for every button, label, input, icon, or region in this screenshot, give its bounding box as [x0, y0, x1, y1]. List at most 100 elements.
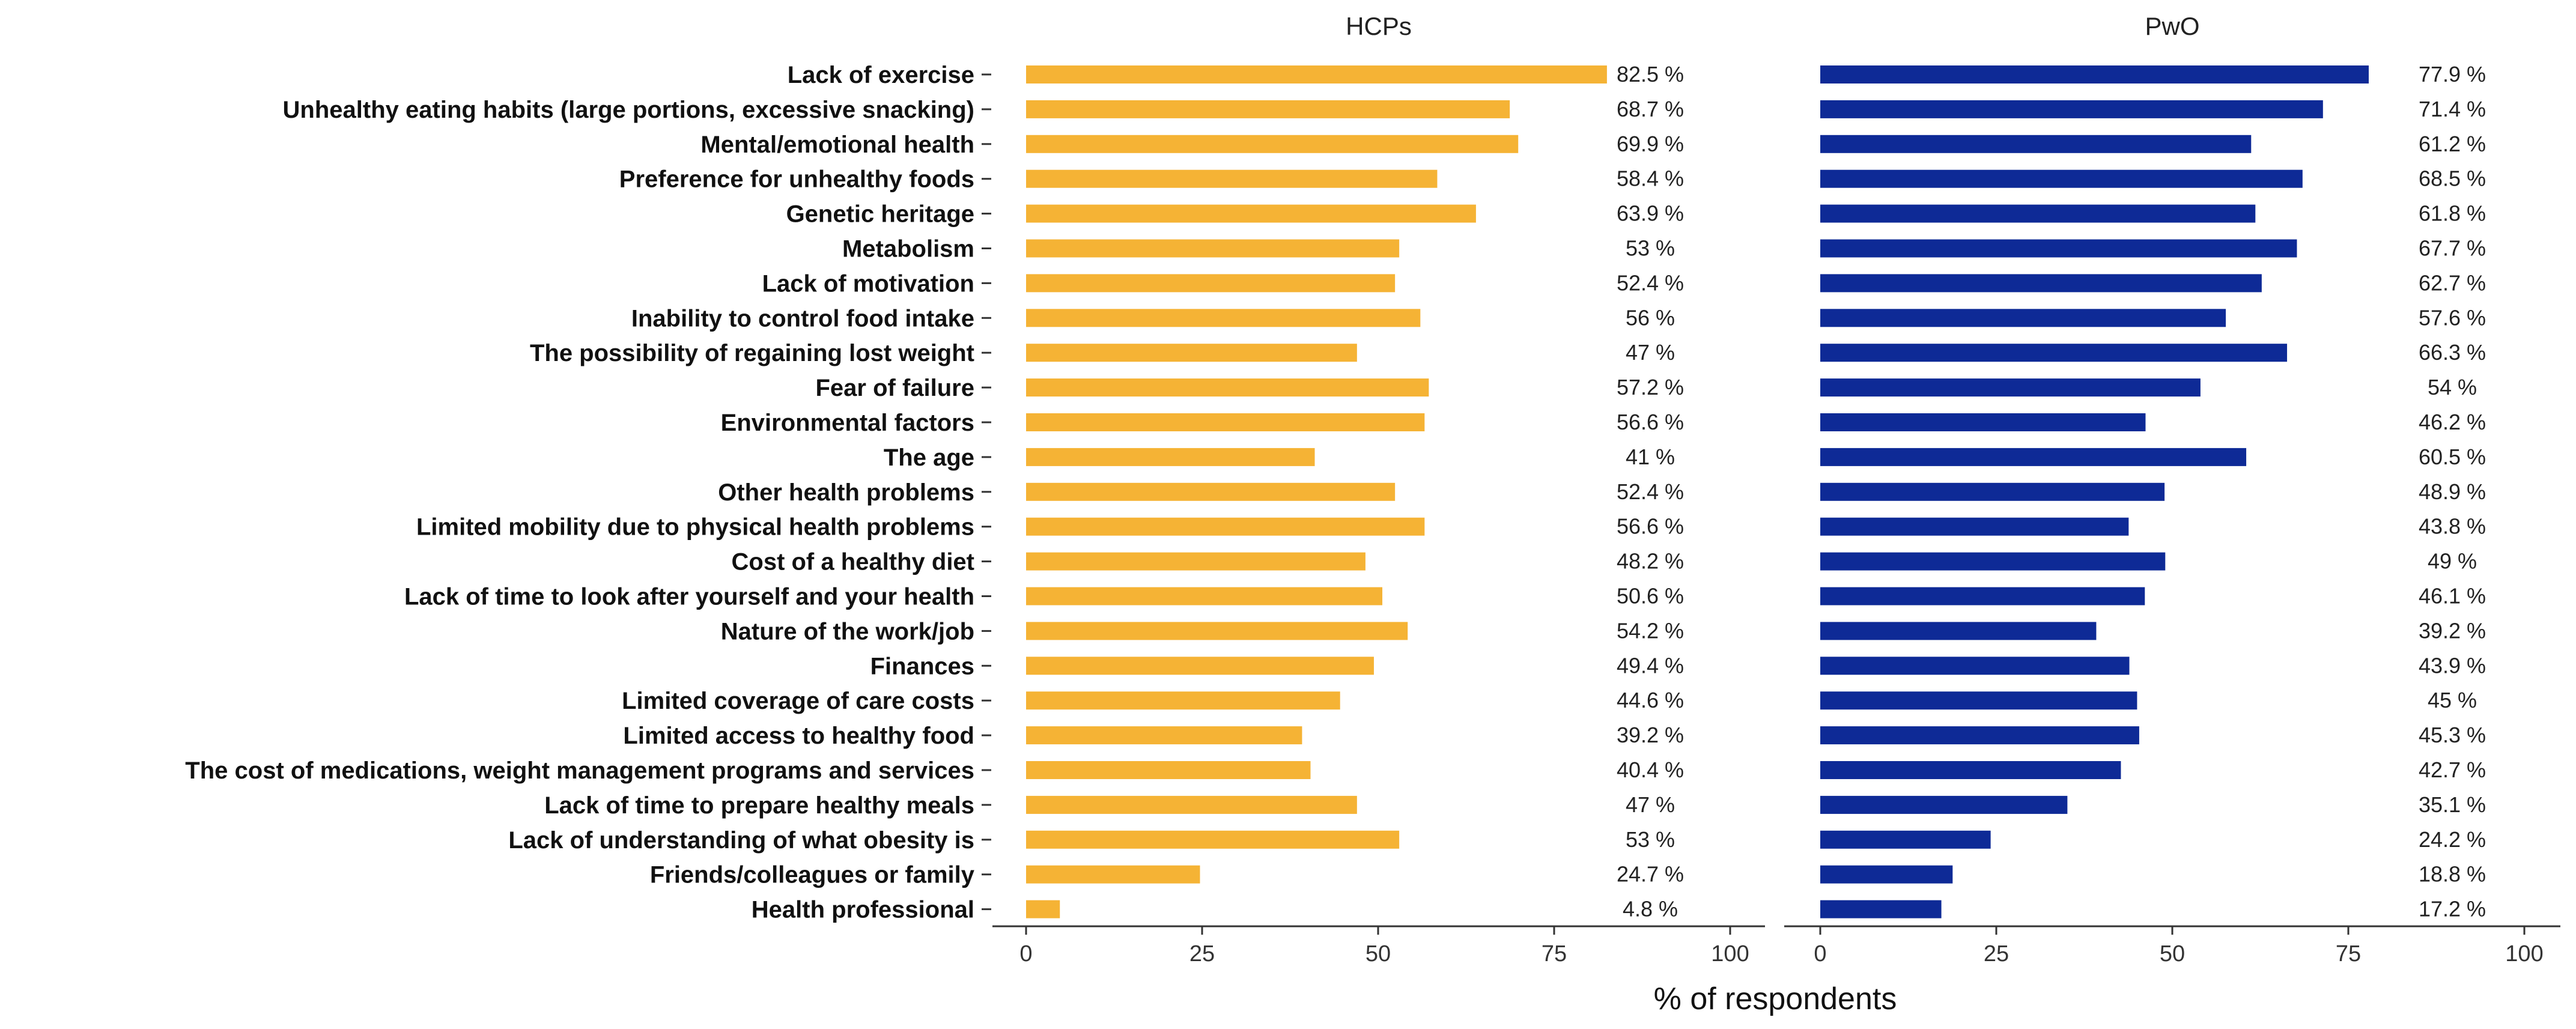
value-label-pwo: 77.9 %: [2419, 62, 2486, 87]
bar-pwo: [1820, 448, 2247, 466]
x-tick-label: 25: [1189, 941, 1215, 967]
x-tick-label: 25: [1984, 941, 2009, 967]
value-label-hcps: 56.6 %: [1617, 514, 1684, 539]
bar-pwo: [1820, 309, 2226, 327]
bar-pwo: [1820, 378, 2201, 397]
bar-pwo: [1820, 726, 2139, 745]
bar-pwo: [1820, 552, 2166, 571]
bar-pwo: [1820, 135, 2252, 153]
bar-hcps: [1026, 448, 1315, 466]
value-label-hcps: 48.2 %: [1617, 549, 1684, 574]
bar-pwo: [1820, 100, 2323, 118]
x-axis-title: % of respondents: [1654, 982, 1897, 1016]
value-label-pwo: 61.8 %: [2419, 201, 2486, 226]
value-label-pwo: 46.2 %: [2419, 410, 2486, 434]
bar-pwo: [1820, 587, 2145, 606]
bar-pwo: [1820, 761, 2121, 779]
bar-pwo: [1820, 65, 2369, 83]
category-label: Mental/emotional health: [700, 132, 974, 158]
bar-hcps: [1026, 657, 1374, 675]
bar-pwo: [1820, 830, 1991, 849]
bar-hcps: [1026, 552, 1365, 571]
bar-hcps: [1026, 795, 1357, 814]
value-label-pwo: 43.8 %: [2419, 514, 2486, 539]
bar-hcps: [1026, 65, 1607, 83]
category-label: Lack of exercise: [788, 62, 974, 88]
panel-title-pwo: PwO: [2145, 12, 2199, 40]
category-label: Other health problems: [718, 479, 974, 506]
bar-hcps: [1026, 865, 1200, 884]
value-label-pwo: 35.1 %: [2419, 792, 2486, 817]
category-label: Lack of time to prepare healthy meals: [544, 792, 974, 819]
value-label-hcps: 53 %: [1626, 827, 1675, 852]
value-label-pwo: 54 %: [2428, 375, 2477, 399]
value-label-hcps: 50.6 %: [1617, 584, 1684, 609]
value-label-pwo: 62.7 %: [2419, 270, 2486, 295]
bar-hcps: [1026, 900, 1060, 918]
bar-pwo: [1820, 622, 2097, 640]
category-label: Finances: [870, 653, 974, 679]
value-label-hcps: 47 %: [1626, 340, 1675, 365]
x-tick-label: 50: [1365, 941, 1391, 967]
category-labels: Lack of exercise Unhealthy eating habits …: [185, 62, 991, 923]
value-label-pwo: 66.3 %: [2419, 340, 2486, 365]
value-label-hcps: 57.2 %: [1617, 375, 1684, 399]
bar-pwo: [1820, 691, 2137, 710]
value-label-hcps: 54.2 %: [1617, 618, 1684, 643]
bar-pwo: [1820, 900, 1942, 918]
category-label: The age: [884, 445, 974, 471]
value-label-hcps: 52.4 %: [1617, 479, 1684, 504]
bar-hcps: [1026, 622, 1408, 640]
category-label: Limited mobility due to physical health …: [416, 514, 974, 541]
value-label-hcps: 49.4 %: [1617, 653, 1684, 678]
bar-hcps: [1026, 761, 1311, 779]
category-label: The possibility of regaining lost weight: [530, 340, 974, 366]
bar-hcps: [1026, 830, 1400, 849]
value-label-hcps: 56 %: [1626, 305, 1675, 330]
bar-pwo: [1820, 274, 2262, 293]
category-label: Lack of understanding of what obesity is: [508, 827, 974, 854]
value-label-pwo: 18.8 %: [2419, 862, 2486, 887]
bar-hcps: [1026, 344, 1357, 362]
bar-hcps: [1026, 378, 1429, 397]
value-label-pwo: 42.7 %: [2419, 757, 2486, 782]
value-label-pwo: 60.5 %: [2419, 445, 2486, 469]
bar-hcps: [1026, 517, 1425, 536]
x-tick-label: 50: [2160, 941, 2185, 967]
category-label: Metabolism: [842, 236, 974, 263]
bar-pwo: [1820, 239, 2297, 258]
value-label-hcps: 52.4 %: [1617, 270, 1684, 295]
value-label-pwo: 24.2 %: [2419, 827, 2486, 852]
bar-hcps: [1026, 274, 1396, 293]
bar-pwo: [1820, 413, 2146, 431]
bar-pwo: [1820, 344, 2288, 362]
bar-hcps: [1026, 482, 1396, 501]
bar-hcps: [1026, 100, 1510, 118]
category-label: Limited coverage of care costs: [622, 688, 974, 714]
panel-pwo: PwO 77.9 % 71.4 % 61.2 % 68.5 % 61.8 % 67.7 % 6…: [1784, 12, 2560, 967]
value-label-pwo: 71.4 %: [2419, 97, 2486, 121]
bar-pwo: [1820, 865, 1953, 884]
value-label-hcps: 24.7 %: [1617, 862, 1684, 887]
x-tick-label: 75: [2336, 941, 2361, 967]
category-label: Genetic heritage: [786, 201, 974, 228]
value-label-hcps: 69.9 %: [1617, 132, 1684, 156]
category-label: Environmental factors: [721, 410, 974, 436]
category-label: Lack of motivation: [762, 270, 974, 297]
category-label: Lack of time to look after yourself and …: [404, 584, 974, 610]
panel-hcps: HCPs 82.5 % 68.7 % 69.9 % 58.4 % 63.9 % 53 % 52…: [992, 12, 1765, 967]
bar-hcps: [1026, 239, 1400, 258]
value-label-pwo: 39.2 %: [2419, 618, 2486, 643]
x-tick-label: 0: [1019, 941, 1032, 967]
value-label-pwo: 49 %: [2428, 549, 2477, 574]
bar-hcps: [1026, 413, 1425, 431]
value-label-pwo: 67.7 %: [2419, 236, 2486, 261]
bar-hcps: [1026, 726, 1302, 745]
value-label-hcps: 41 %: [1626, 445, 1675, 469]
value-label-hcps: 63.9 %: [1617, 201, 1684, 226]
value-label-hcps: 68.7 %: [1617, 97, 1684, 121]
bar-hcps: [1026, 169, 1438, 188]
category-label: Cost of a healthy diet: [732, 549, 975, 575]
value-label-hcps: 53 %: [1626, 236, 1675, 261]
